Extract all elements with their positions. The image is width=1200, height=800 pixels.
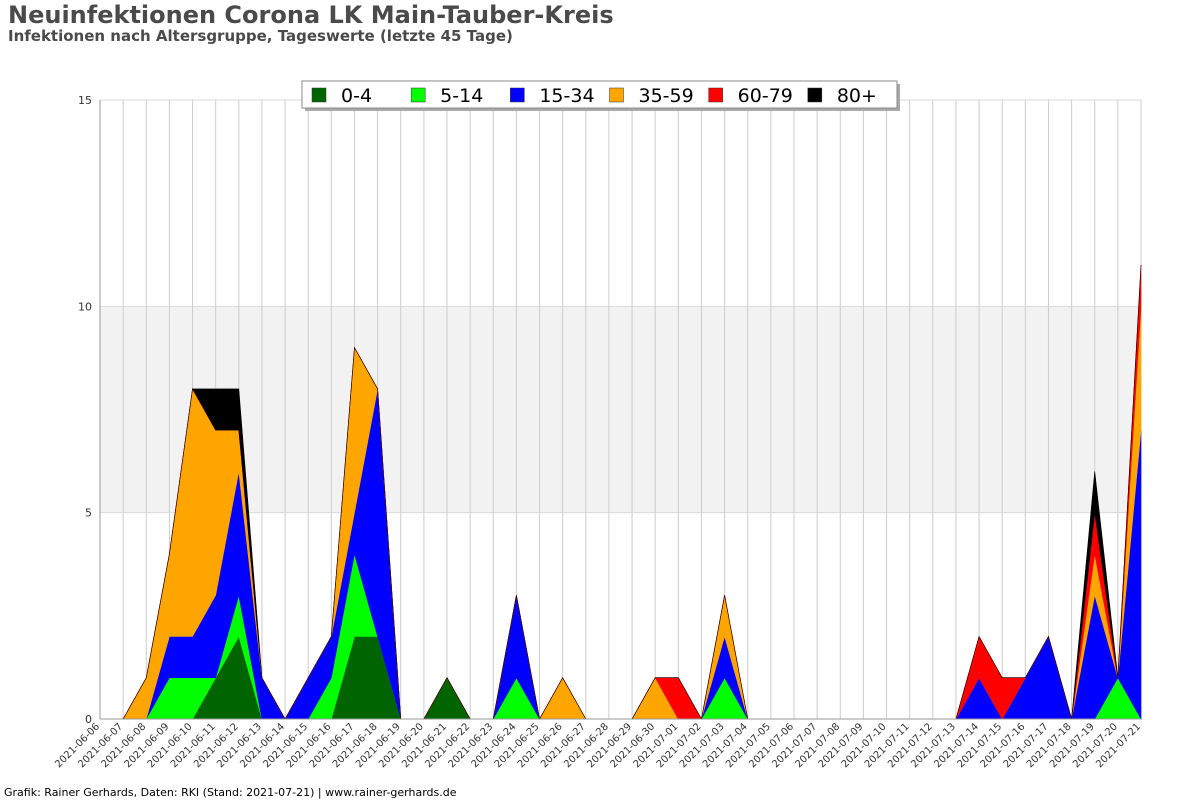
legend-label-35-59: 35-59 bbox=[639, 85, 694, 107]
y-tick-label: 5 bbox=[85, 507, 92, 520]
legend-box bbox=[301, 80, 898, 109]
y-tick-label: 0 bbox=[85, 713, 92, 726]
y-tick-label: 15 bbox=[78, 94, 92, 107]
background-bands bbox=[100, 306, 1141, 513]
legend-swatch-35-59 bbox=[609, 87, 624, 103]
y-tick-label: 10 bbox=[78, 300, 92, 313]
band-5-10 bbox=[100, 306, 1141, 513]
legend-label-0-4: 0-4 bbox=[341, 85, 372, 107]
series-areas bbox=[100, 265, 1142, 721]
legend-swatch-15-34 bbox=[510, 87, 525, 103]
area-80+ bbox=[100, 265, 1142, 720]
axes bbox=[99, 100, 1141, 720]
y-tick-labels: 0 5 10 15 bbox=[78, 94, 92, 726]
legend-label-80+: 80+ bbox=[837, 85, 877, 107]
legend-label-15-34: 15-34 bbox=[539, 85, 594, 107]
chart-title: Neuinfektionen Corona LK Main-Tauber-Kre… bbox=[8, 1, 614, 29]
footer-credit: Grafik: Rainer Gerhards, Daten: RKI (Sta… bbox=[4, 786, 457, 799]
chart-subtitle: Infektionen nach Altersgruppe, Tageswert… bbox=[8, 27, 513, 45]
x-tick-labels: 2021-06-062021-06-072021-06-082021-06-09… bbox=[53, 721, 1143, 770]
legend-swatch-0-4 bbox=[311, 87, 327, 103]
legend-swatch-5-14 bbox=[410, 87, 426, 103]
legend-swatch-80+ bbox=[807, 87, 823, 103]
legend-label-60-79: 60-79 bbox=[738, 85, 793, 107]
legend-swatch-60-79 bbox=[708, 87, 723, 103]
legend-label-5-14: 5-14 bbox=[440, 85, 483, 107]
legend: 0-4 5-14 15-34 35-59 60-79 80+ bbox=[301, 80, 900, 111]
